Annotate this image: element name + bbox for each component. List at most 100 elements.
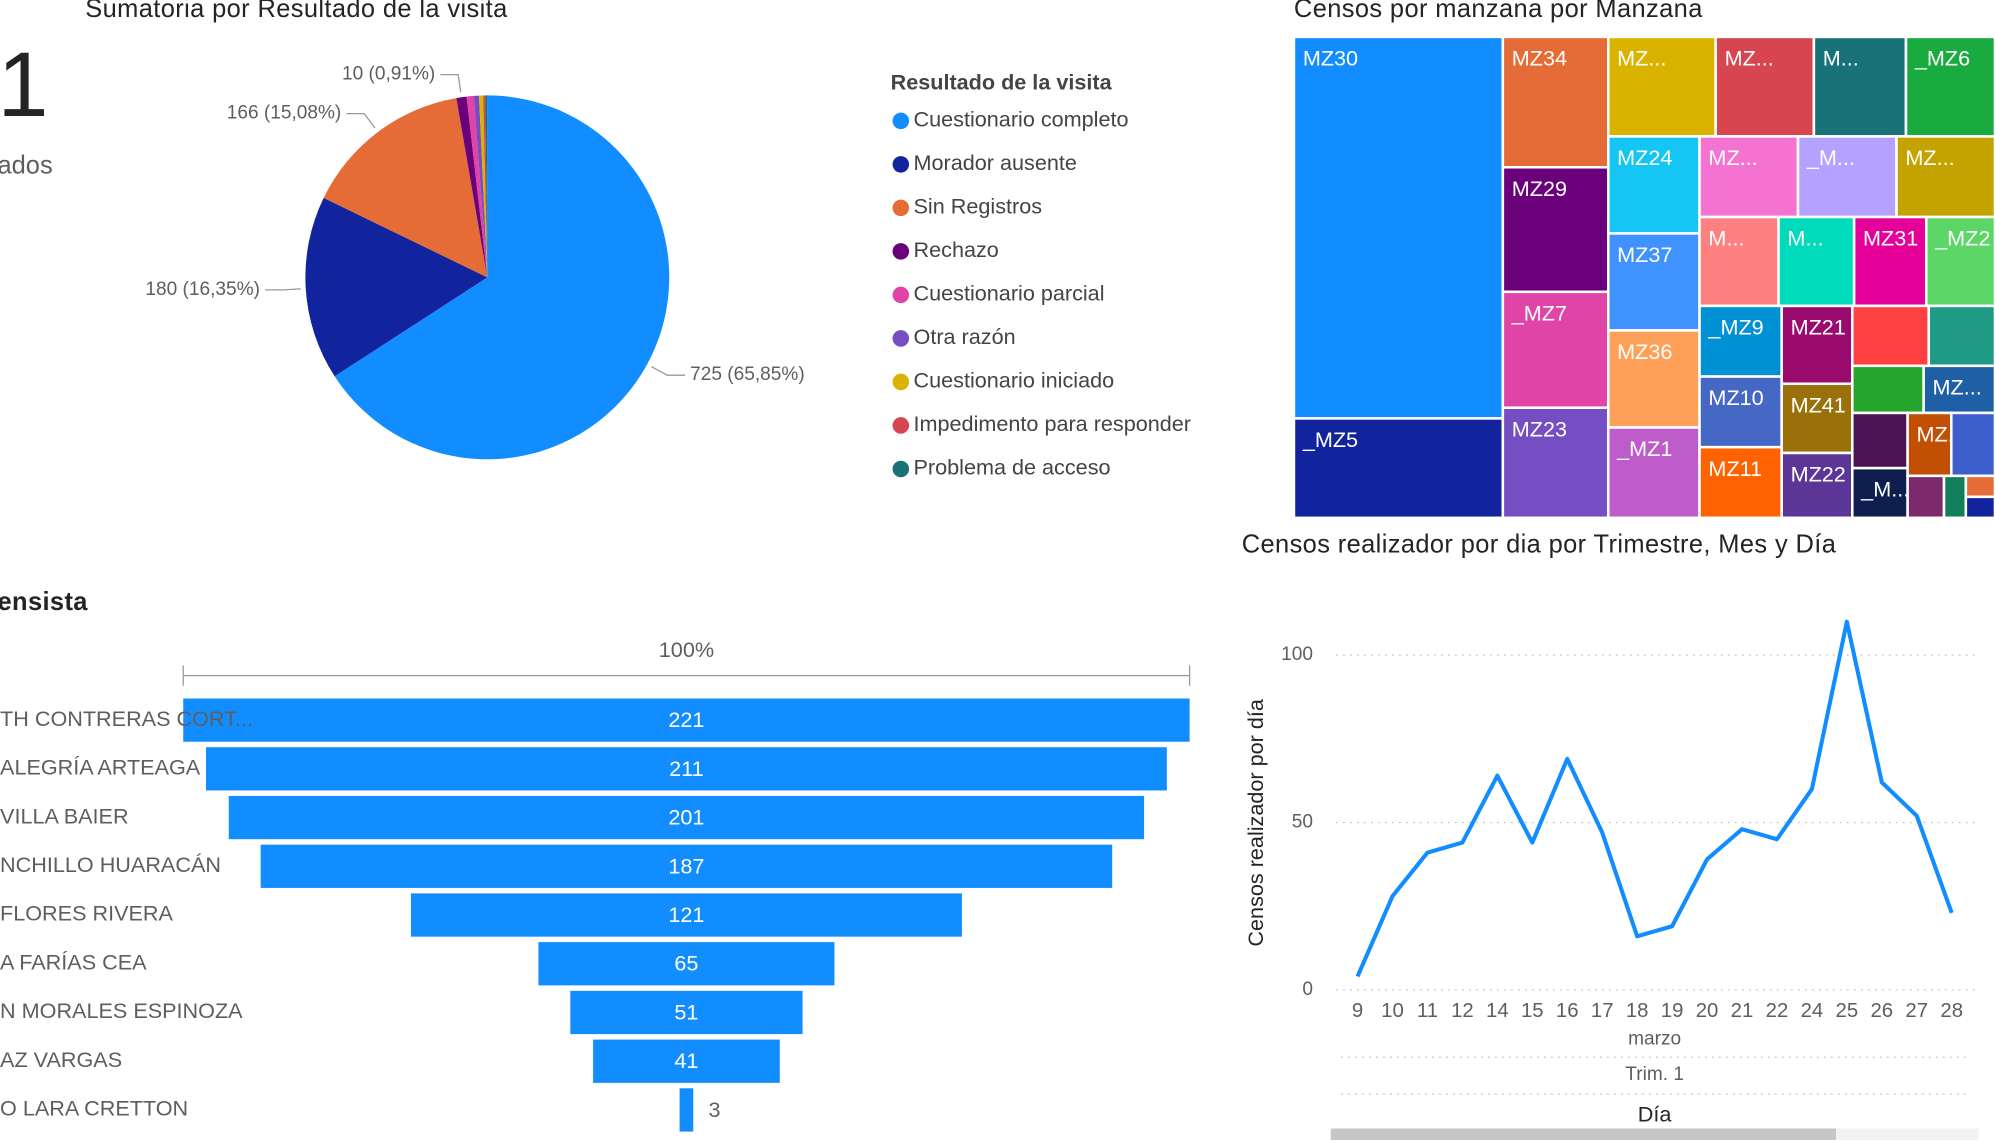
treemap-label: MZ10 — [1708, 385, 1763, 410]
y-tick-label: 0 — [1302, 979, 1313, 1000]
treemap-title: Censos por manzana por Manzana — [1294, 0, 1703, 23]
x-tick-label: 21 — [1731, 1000, 1754, 1022]
pie-slice — [466, 95, 488, 278]
funnel-bar — [538, 942, 835, 986]
scrollbar-thumb — [1330, 1128, 1836, 1140]
x-tick-label: 22 — [1766, 1000, 1789, 1022]
treemap-cell — [1780, 451, 1854, 520]
funnel-bar — [183, 698, 1190, 742]
treemap-label: M... — [1708, 226, 1744, 251]
treemap-label: _MZ7 — [1511, 300, 1567, 325]
treemap-cell — [1851, 466, 1909, 520]
legend-label: Cuestionario parcial — [914, 281, 1105, 306]
pie-slice — [483, 95, 488, 278]
data-label: 166 (15,08%) — [227, 103, 342, 124]
legend-marker — [892, 373, 910, 391]
x-hierarchy-label: Trim. 1 — [1625, 1064, 1684, 1085]
x-tick-label: 25 — [1836, 1000, 1859, 1022]
legend-marker — [892, 243, 910, 260]
treemap-label: _MZ2 — [1934, 226, 1990, 251]
x-tick-label: 10 — [1381, 1000, 1404, 1022]
treemap-label: MZ... — [1905, 145, 1954, 170]
legend-marker — [892, 417, 910, 434]
legend-label: Rechazo — [914, 237, 999, 262]
data-label: 187 — [668, 853, 704, 878]
x-tick-label: 15 — [1521, 1000, 1544, 1022]
leader-line — [440, 73, 462, 93]
legend-label: Otra razón — [914, 324, 1016, 349]
legend-label: Problema de acceso — [914, 455, 1111, 480]
category-label: AZ VARGAS — [0, 1047, 122, 1072]
treemap-cell — [1922, 364, 1995, 415]
treemap-cell — [1851, 411, 1909, 470]
pie-slice — [334, 95, 670, 460]
card-value: 1 — [0, 34, 48, 136]
treemap-label: _M... — [1806, 145, 1855, 170]
treemap-label: MZ... — [1617, 46, 1666, 71]
funnel-top-label: 100% — [659, 637, 714, 662]
y-tick-label: 50 — [1292, 812, 1313, 833]
legend-label: Cuestionario iniciado — [914, 368, 1115, 393]
treemap-cell — [1895, 135, 1995, 219]
treemap-label: MZ... — [1933, 374, 1982, 399]
pie-slice — [473, 95, 488, 278]
treemap-cell — [1851, 304, 1930, 368]
treemap-cell — [1292, 417, 1505, 520]
treemap-cell — [1950, 411, 1995, 478]
treemap-cell — [1964, 474, 1995, 499]
x-tick-label: 12 — [1451, 1000, 1474, 1022]
x-tick-label: 19 — [1661, 1000, 1684, 1022]
data-label: 121 — [668, 902, 704, 927]
funnel-title: ensista — [0, 588, 88, 616]
funnel-bar — [228, 795, 1145, 840]
treemap-cell — [1906, 474, 1946, 520]
category-label: FLORES RIVERA — [0, 901, 174, 926]
x-tick-label: 24 — [1801, 1000, 1824, 1022]
category-label: TH CONTRERAS CORT... — [0, 706, 253, 731]
legend-marker — [892, 112, 910, 130]
category-label: ALEGRÍA ARTEAGA — [0, 755, 201, 780]
pie-slice — [479, 95, 488, 278]
treemap-label: _MZ6 — [1914, 46, 1970, 71]
x-tick-label: 27 — [1905, 1000, 1928, 1022]
treemap-cell — [1942, 474, 1968, 520]
category-label: NCHILLO HUARACÁN — [0, 852, 221, 877]
treemap-label: _MZ5 — [1302, 427, 1358, 452]
y-axis-title: Censos realizador por día — [1243, 698, 1268, 946]
treemap-cell — [1501, 290, 1610, 410]
category-label: VILLA BAIER — [0, 803, 129, 828]
y-tick-label: 100 — [1281, 644, 1313, 665]
x-tick-label: 16 — [1556, 1000, 1579, 1022]
treemap-cell — [1606, 329, 1701, 429]
legend-marker — [892, 286, 910, 304]
x-tick-label: 26 — [1870, 1000, 1893, 1022]
treemap-label: MZ... — [1725, 46, 1774, 71]
legend-label: Impedimento para responder — [914, 411, 1191, 436]
funnel-bar — [679, 1088, 694, 1132]
x-tick-label: 14 — [1486, 1000, 1509, 1022]
data-label: 180 (16,35%) — [145, 279, 260, 300]
legend-label: Cuestionario completo — [914, 107, 1129, 132]
x-tick-label: 11 — [1417, 1000, 1438, 1022]
category-label: O LARA CRETTON — [0, 1096, 188, 1121]
data-label: 201 — [668, 805, 704, 830]
treemap-cell — [1904, 35, 1995, 138]
treemap-label: _MZ9 — [1707, 315, 1763, 340]
pie-slice — [305, 197, 488, 377]
data-label: 211 — [669, 756, 703, 781]
treemap-cell — [1698, 375, 1783, 449]
data-label: 725 (65,85%) — [690, 364, 805, 385]
funnel-bar — [206, 747, 1167, 791]
pie-slice — [323, 98, 488, 278]
category-label: A FARÍAS CEA — [0, 949, 147, 974]
leader-line — [346, 113, 376, 129]
treemap-label: MZ41 — [1791, 392, 1846, 417]
line-series — [1355, 619, 1954, 978]
treemap-label: _MZ1 — [1616, 436, 1672, 461]
treemap-label: MZ21 — [1791, 315, 1846, 340]
treemap-cell — [1292, 35, 1505, 420]
category-label: N MORALES ESPINOZA — [0, 998, 243, 1023]
treemap-cell — [1714, 35, 1816, 138]
treemap-cell — [1698, 215, 1780, 308]
